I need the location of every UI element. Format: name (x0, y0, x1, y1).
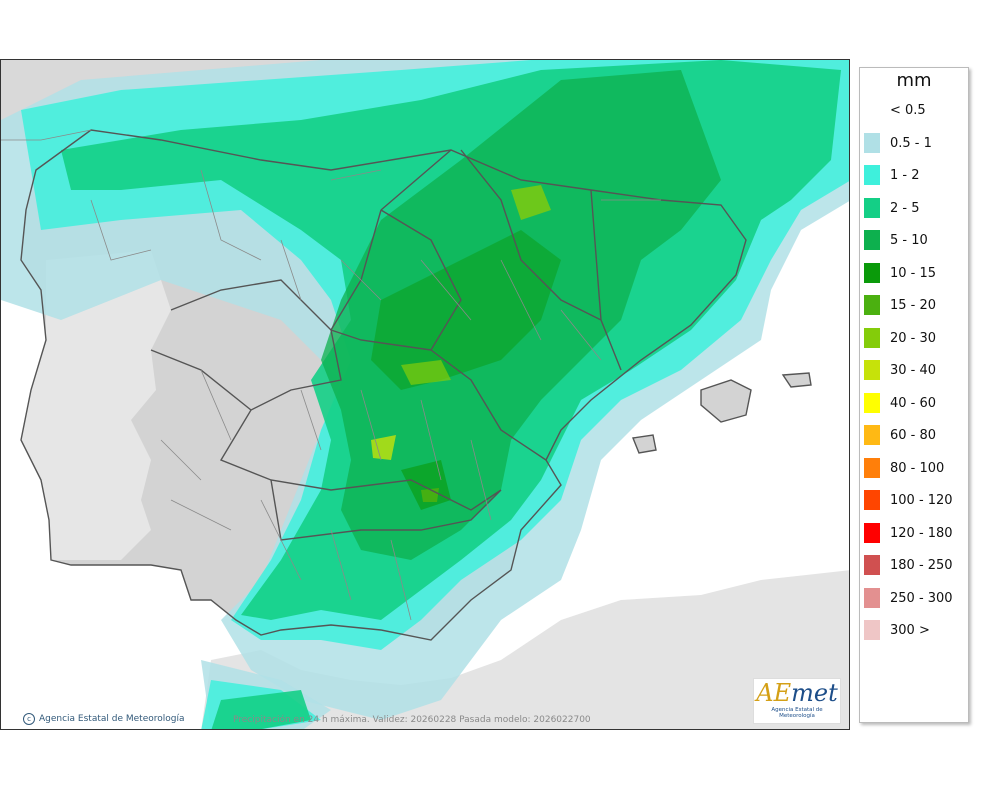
legend-item: 300 > (860, 620, 968, 640)
legend-swatch (864, 327, 880, 348)
legend-label: 60 - 80 (890, 428, 937, 443)
aemet-logo-word: AEmet (756, 679, 838, 707)
legend-label: 40 - 60 (890, 395, 937, 411)
ibiza (633, 435, 656, 453)
legend-swatch (864, 522, 880, 543)
legend-label: 300 > (890, 623, 930, 638)
legend-label: 120 - 180 (890, 525, 953, 541)
legend-item: 1 - 2 (860, 165, 968, 185)
legend-label: 10 - 15 (890, 265, 937, 281)
legend-label: 15 - 20 (890, 298, 937, 313)
aemet-logo: AEmet Agencia Estatal de Meteorología (753, 678, 841, 724)
agency-credit: c Agencia Estatal de Meteorología (23, 713, 185, 725)
legend-item: 100 - 120 (860, 490, 968, 510)
mallorca (701, 380, 751, 422)
legend-swatch (864, 425, 880, 445)
legend-label: 80 - 100 (890, 460, 945, 476)
legend-swatch (864, 230, 880, 250)
legend-item: 30 - 40 (860, 360, 968, 380)
legend-item: 15 - 20 (860, 295, 968, 315)
legend-item: 0.5 - 1 (860, 132, 968, 153)
legend-swatch (864, 262, 880, 283)
precipitation-map: c Agencia Estatal de Meteorología Precip… (0, 59, 850, 730)
map-caption: Precipitación en 24 h máxima. Validez: 2… (233, 715, 591, 725)
legend-swatch (864, 457, 880, 478)
legend-item: 250 - 300 (860, 587, 968, 608)
legend-item: 120 - 180 (860, 522, 968, 543)
legend-label: 250 - 300 (890, 590, 953, 606)
legend-swatch (864, 132, 880, 153)
legend-item: 2 - 5 (860, 197, 968, 218)
aemet-logo-subtitle: Agencia Estatal de Meteorología (771, 707, 823, 719)
legend-item: 5 - 10 (860, 230, 968, 250)
legend-label: 0.5 - 1 (890, 135, 932, 151)
legend-label: 20 - 30 (890, 330, 937, 346)
legend-title: mm (896, 70, 932, 91)
copyright-icon: c (23, 713, 35, 725)
legend-item: 60 - 80 (860, 425, 968, 445)
portugal-land (21, 250, 171, 560)
legend-swatch (864, 555, 880, 575)
legend-item: 10 - 15 (860, 262, 968, 283)
legend-swatch (864, 620, 880, 640)
legend-swatch (864, 360, 880, 380)
map-canvas (1, 60, 849, 729)
legend-item: 20 - 30 (860, 327, 968, 348)
legend-label: 180 - 250 (890, 558, 953, 573)
legend-item: 80 - 100 (860, 457, 968, 478)
legend-swatch (864, 490, 880, 510)
legend-label: < 0.5 (890, 103, 926, 118)
legend-item: 180 - 250 (860, 555, 968, 575)
legend-label: 100 - 120 (890, 493, 953, 508)
legend-swatch (864, 392, 880, 413)
legend-item: 40 - 60 (860, 392, 968, 413)
legend-item: < 0.5 (860, 100, 968, 120)
legend-label: 5 - 10 (890, 233, 928, 248)
legend-label: 30 - 40 (890, 363, 937, 378)
precipitation-legend: mm < 0.5 0.5 - 1 1 - 2 2 - 5 5 - 10 10 - 15 15… (859, 67, 969, 723)
legend-label: 2 - 5 (890, 200, 920, 216)
legend-swatch (864, 295, 880, 315)
menorca (783, 373, 811, 387)
agency-credit-text: Agencia Estatal de Meteorología (39, 714, 185, 724)
legend-swatch (864, 165, 880, 185)
legend-swatch (864, 587, 880, 608)
legend-swatch (864, 197, 880, 218)
legend-label: 1 - 2 (890, 168, 920, 183)
legend-swatch (864, 100, 880, 120)
